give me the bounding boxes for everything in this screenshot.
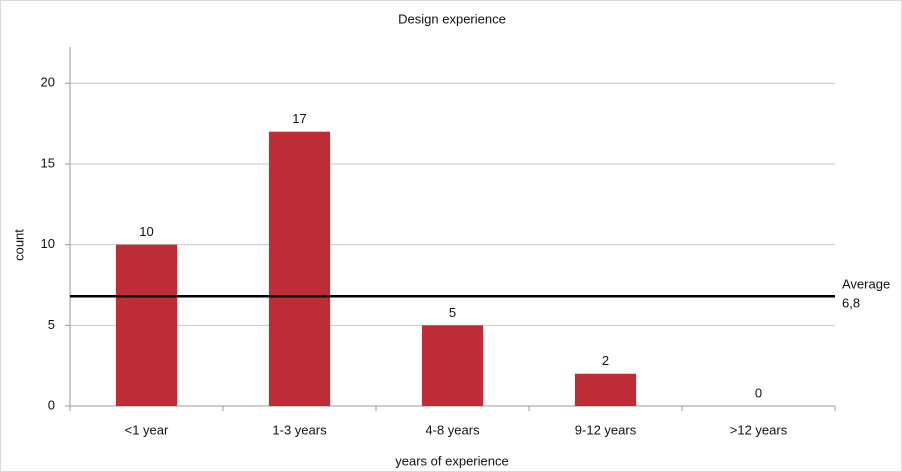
data-label: 2 — [602, 353, 609, 368]
average-value: 6,8 — [842, 296, 860, 311]
chart-title: Design experience — [398, 11, 506, 26]
y-axis-label: count — [11, 229, 26, 261]
x-axis-label: years of experience — [395, 453, 508, 468]
bar — [574, 373, 637, 406]
bar — [268, 131, 331, 406]
y-tick-label: 20 — [41, 75, 55, 90]
x-tick-label: 4-8 years — [425, 422, 480, 437]
data-label: 10 — [139, 224, 153, 239]
bar — [115, 244, 178, 406]
x-tick-label: 9-12 years — [575, 422, 637, 437]
data-label: 5 — [449, 305, 456, 320]
y-tick-label: 15 — [41, 155, 55, 170]
x-tick-label: 1-3 years — [272, 422, 327, 437]
y-tick-label: 10 — [41, 236, 55, 251]
average-name: Average — [842, 277, 890, 292]
bar — [421, 325, 484, 406]
x-tick-label: <1 year — [125, 422, 169, 437]
x-tick-label: >12 years — [730, 422, 788, 437]
y-tick-label: 5 — [48, 317, 55, 332]
data-label: 0 — [755, 385, 762, 400]
y-tick-label: 0 — [48, 397, 55, 412]
data-label: 17 — [292, 111, 306, 126]
